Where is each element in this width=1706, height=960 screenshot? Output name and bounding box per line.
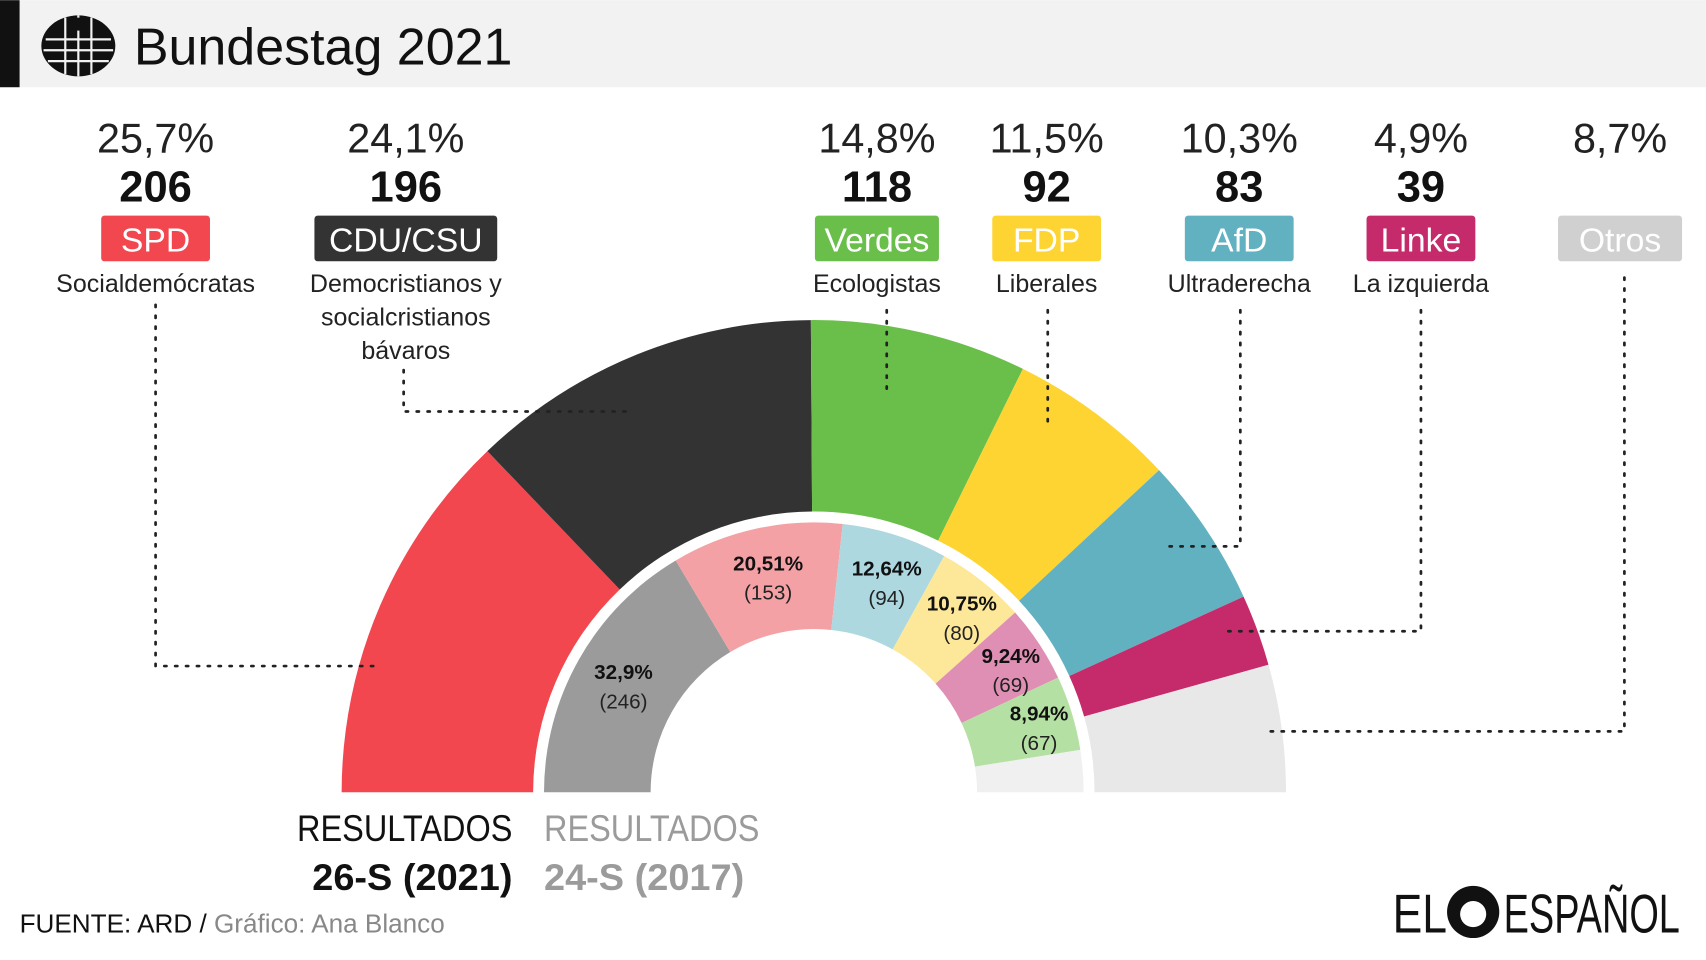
party-description: Liberales [996,270,1098,298]
inner-seat-label: (80) [943,622,980,645]
arc-2017-otros [975,749,1084,793]
party-afd: 10,3%83 AfD Ultraderecha [1168,116,1311,298]
party-verdes: 14,8%118 Verdes Ecologistas [813,116,941,298]
seat-count: 118 [842,163,912,211]
party-description: Democristianos y [310,270,502,298]
party-description: socialcristianos [321,304,491,332]
party-abbr: Linke [1381,222,1462,260]
seat-count: 92 [1022,163,1070,211]
credit-text: Gráfico: Ana Blanco [214,909,445,939]
arc-2017-spd [675,522,843,653]
inner-percent-label: 8,94% [1010,702,1069,725]
vote-percent: 24,1% [347,116,464,162]
inner-seat-label: (94) [868,587,905,610]
vote-percent: 10,3% [1181,116,1298,162]
leader-line-afd [1164,308,1242,548]
federal-eagle-icon [41,15,116,77]
arc-2021-spd [341,451,620,793]
party-abbr: FDP [1013,222,1080,260]
seat-count: 206 [119,163,192,211]
inner-ring-labels: 32,9% (246) 20,51% (153) 12,64% (94) 10,75% (80… [594,552,1068,755]
inner-percent-label: 9,24% [981,645,1040,668]
arc-2017-fdp [892,556,1016,684]
party-spd: 25,7%206 SPD Socialdemócratas [56,116,255,298]
svg-text:ESPAÑOL: ESPAÑOL [1504,884,1680,945]
party-abbr: Verdes [824,222,929,260]
party-abbr: Otros [1579,222,1661,260]
page-title: Bundestag 2021 [134,18,513,76]
party-linke: 4,9%39 Linke La izquierda [1353,116,1489,298]
party-badge [101,215,210,262]
party-abbr: CDU/CSU [329,222,483,260]
arc-2017-cducsu [544,560,731,793]
legend-current-line2: 26-S (2021) [312,857,512,898]
svg-text:EL: EL [1393,884,1447,945]
vote-percent: 8,7% [1573,116,1667,162]
inner-seat-label: (153) [744,582,792,605]
arc-2021-cducsu [487,320,813,590]
party-otros: 8,7% Otros [1558,116,1683,262]
header-band [0,0,1706,88]
arc-2017-verdes [961,677,1081,767]
inner-seat-label: (67) [1021,732,1058,755]
party-badge [314,215,498,262]
party-description: Ultraderecha [1168,270,1311,298]
vote-percent: 11,5% [990,116,1104,162]
source-text: FUENTE: ARD / [20,909,214,939]
inner-seat-label: (69) [992,674,1029,697]
vote-percent: 14,8% [818,116,935,162]
el-espanol-logo: EL ESPAÑOL [1393,884,1680,945]
hemicycle [341,320,1287,793]
party-abbr: SPD [121,222,190,260]
leader-line-linke [1222,308,1423,633]
leader-line-spd [154,303,383,668]
arc-2017-linke [935,612,1059,723]
legend-previous-line2: 24-S (2017) [544,857,744,898]
arc-2017-afd [831,523,945,650]
party-badge [1184,215,1294,262]
seat-count: 39 [1397,163,1445,211]
inner-percent-label: 12,64% [852,558,922,581]
arc-2021-verdes [810,320,1023,541]
party-description: Socialdemócratas [56,270,255,298]
inner-percent-label: 10,75% [927,593,997,616]
leader-line-cducsu [402,368,633,413]
arc-2021-fdp [938,368,1160,601]
party-description: La izquierda [1353,270,1489,298]
inner-percent-label: 20,51% [733,552,803,575]
footer: FUENTE: ARD / Gráfico: Ana Blanco [20,909,445,939]
seat-count: 196 [370,163,443,211]
party-description: Ecologistas [813,270,941,298]
arc-2021-linke [1069,596,1269,717]
inner-percent-label: 32,9% [594,661,653,684]
party-labels: 25,7%206 SPD Socialdemócratas 24,1%196 CDU/C… [56,116,1683,366]
party-fdp: 11,5%92 FDP Liberales [990,116,1104,298]
party-cducsu: 24,1%196 CDU/CSU Democristianos y socialcri… [310,116,502,366]
header-accent-bar [0,0,20,88]
vote-percent: 4,9% [1374,116,1468,162]
legend-current-line1: RESULTADOS [297,808,512,849]
party-abbr: AfD [1211,222,1267,260]
inner-seat-label: (246) [599,690,647,713]
arc-2021-afd [1019,470,1244,676]
legend-previous-line1: RESULTADOS [544,808,759,849]
leader-lines [154,276,1626,733]
leader-line-otros [1266,276,1626,733]
party-badge [814,215,939,262]
seat-count: 83 [1215,163,1263,211]
party-description: bávaros [361,337,450,365]
party-badge [1558,215,1683,262]
party-badge [992,215,1102,262]
vote-percent: 25,7% [97,116,214,162]
party-badge [1366,215,1476,262]
arc-2021-otros [1084,664,1287,793]
